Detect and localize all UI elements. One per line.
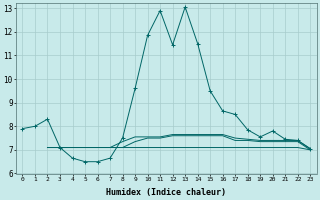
X-axis label: Humidex (Indice chaleur): Humidex (Indice chaleur): [106, 188, 226, 197]
